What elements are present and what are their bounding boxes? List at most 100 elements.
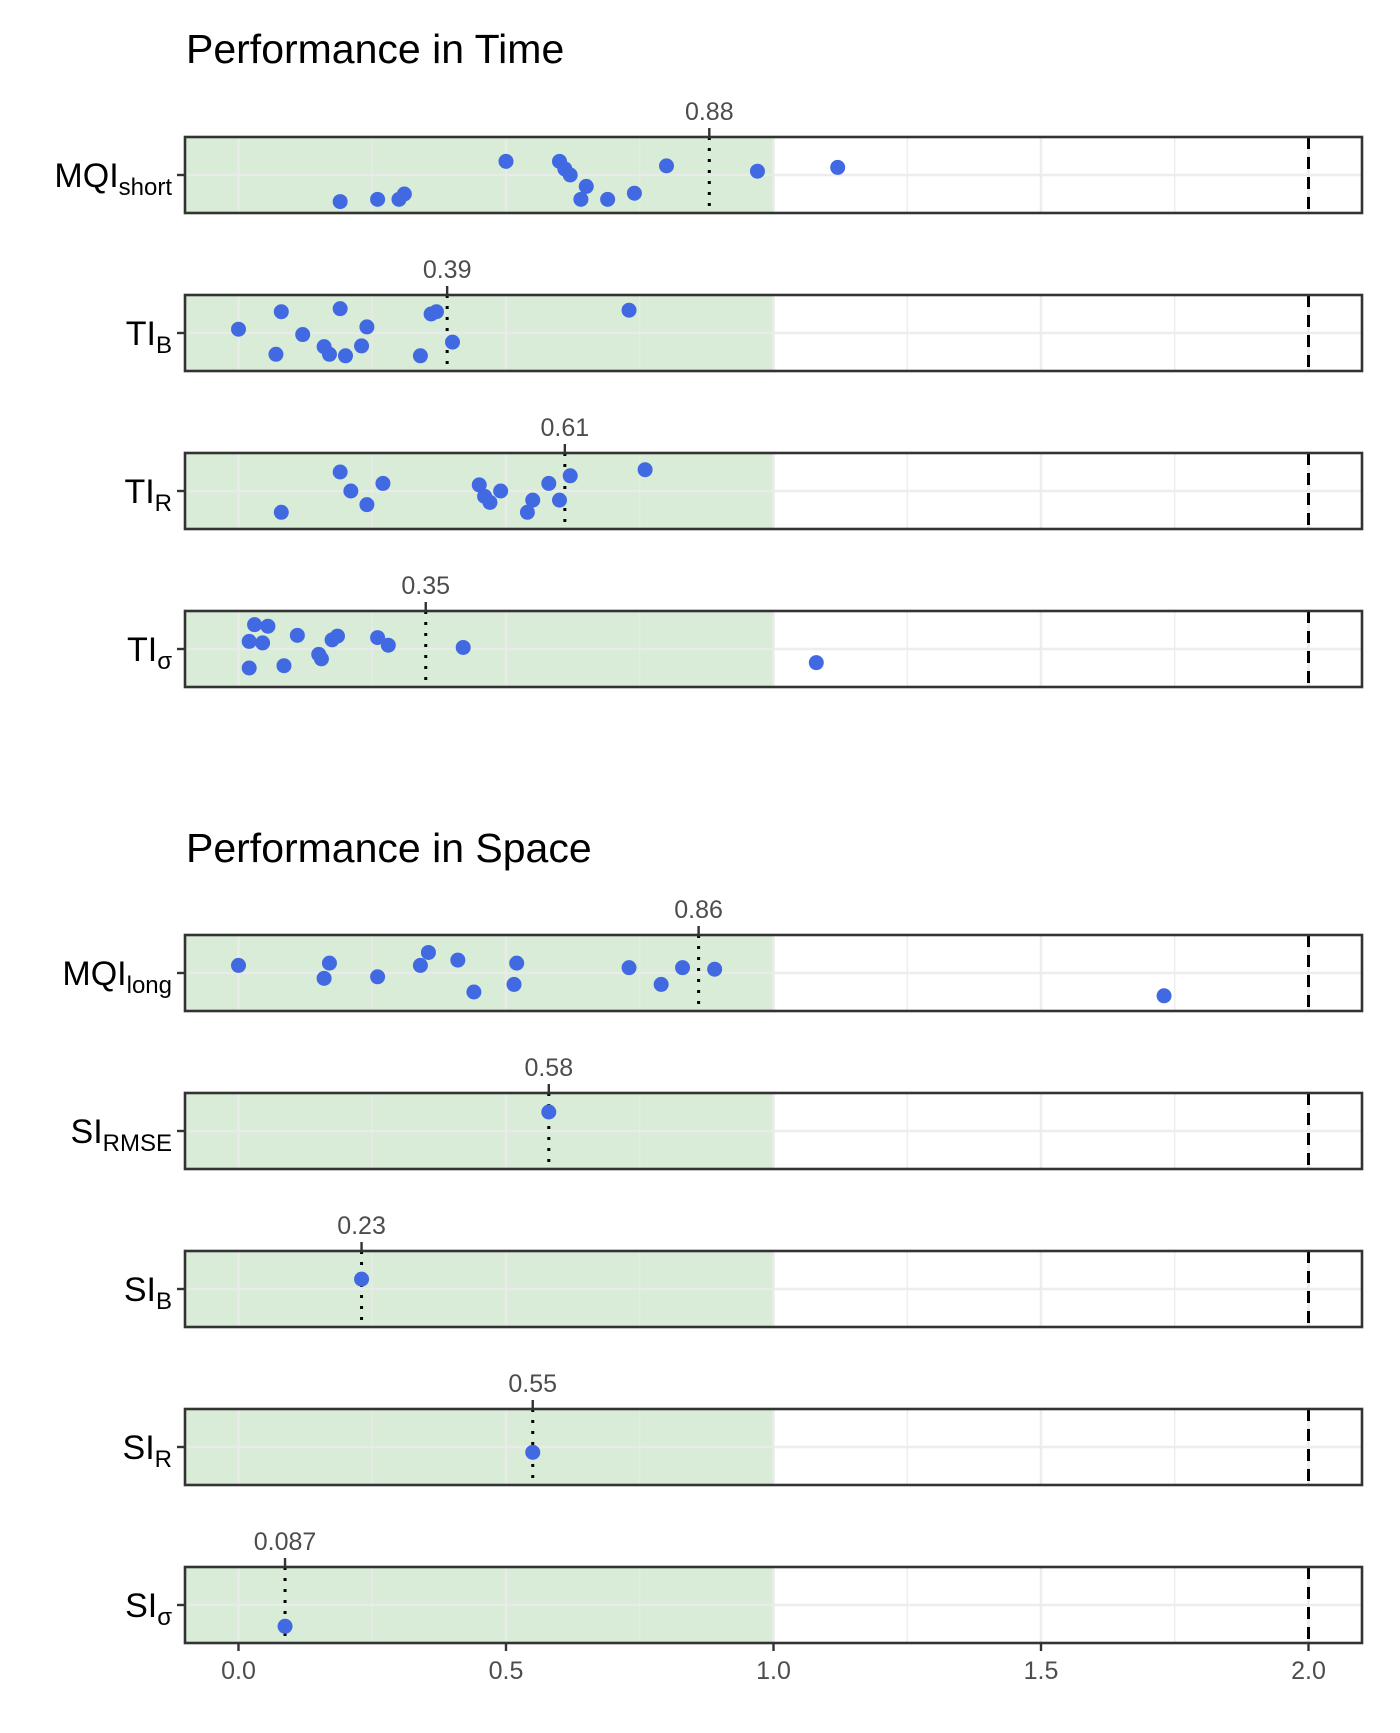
data-point bbox=[247, 617, 263, 633]
median-label: 0.86 bbox=[674, 896, 723, 924]
row-label-subscript: R bbox=[155, 490, 172, 517]
row-panel: 0.35 TIσ bbox=[127, 572, 1364, 689]
row-label: MQIlong bbox=[62, 955, 172, 999]
row-label-subscript: B bbox=[156, 332, 172, 359]
data-point bbox=[338, 348, 353, 364]
data-point bbox=[498, 153, 514, 169]
data-point bbox=[428, 304, 444, 320]
row-panel: 0.88 MQIshort bbox=[54, 98, 1364, 215]
section-title: Performance in Time bbox=[186, 26, 564, 72]
row-label-main: TI bbox=[124, 473, 154, 511]
data-point bbox=[273, 504, 289, 520]
row-label: SIRMSE bbox=[71, 1113, 172, 1157]
row-label: SIR bbox=[123, 1429, 172, 1473]
data-point bbox=[359, 497, 375, 513]
row-label: TIσ bbox=[127, 631, 172, 675]
row-panel: 0.58 SIRMSE bbox=[71, 1054, 1364, 1171]
median-label: 0.55 bbox=[508, 1370, 557, 1398]
data-point bbox=[391, 191, 407, 207]
median-label: 0.61 bbox=[541, 414, 590, 442]
data-point bbox=[621, 960, 637, 976]
row-label-subscript: σ bbox=[157, 648, 172, 675]
section-title: Performance in Space bbox=[186, 825, 592, 871]
data-point bbox=[412, 348, 428, 364]
data-point bbox=[231, 321, 246, 337]
data-point bbox=[332, 464, 348, 480]
data-point bbox=[316, 970, 332, 986]
row-label: SIB bbox=[124, 1271, 172, 1315]
data-point bbox=[420, 944, 436, 960]
data-point bbox=[541, 475, 557, 491]
data-point bbox=[332, 301, 348, 317]
row-label-main: SI bbox=[123, 1429, 155, 1467]
row-label: TIR bbox=[124, 473, 172, 517]
row-label-subscript: long bbox=[127, 972, 172, 999]
data-point bbox=[626, 185, 642, 201]
data-point bbox=[354, 1271, 370, 1287]
data-point bbox=[241, 633, 257, 649]
x-tick-label: 2.0 bbox=[1291, 1657, 1326, 1685]
row-label: SIσ bbox=[125, 1587, 172, 1631]
row-panel: 0.23 SIB bbox=[124, 1212, 1364, 1329]
row-panel: 0.39 TIB bbox=[126, 256, 1364, 373]
data-point bbox=[541, 1104, 557, 1120]
row-label-main: SI bbox=[125, 1587, 157, 1625]
row-panel: 0.86 MQIlong bbox=[62, 896, 1364, 1013]
median-label: 0.58 bbox=[524, 1054, 573, 1082]
row-label-main: SI bbox=[124, 1271, 156, 1309]
data-point bbox=[749, 163, 765, 179]
median-label: 0.35 bbox=[401, 572, 450, 600]
x-tick-label: 1.0 bbox=[756, 1657, 791, 1685]
data-point bbox=[509, 955, 525, 971]
data-point bbox=[506, 976, 522, 992]
data-point bbox=[370, 969, 386, 985]
data-point bbox=[493, 483, 509, 499]
data-point bbox=[380, 637, 396, 653]
data-point bbox=[289, 627, 305, 643]
data-point bbox=[313, 651, 329, 667]
data-point bbox=[519, 504, 535, 520]
row-label-subscript: R bbox=[155, 1446, 172, 1473]
data-point bbox=[241, 660, 257, 676]
data-point bbox=[445, 334, 460, 350]
data-point bbox=[707, 961, 723, 977]
data-point bbox=[276, 658, 292, 674]
data-point bbox=[359, 319, 375, 335]
x-axis: 0.0 0.5 1.0 1.5 2.0 bbox=[221, 1643, 1326, 1685]
data-point bbox=[268, 346, 284, 362]
row-panel: 0.55 SIR bbox=[123, 1370, 1364, 1487]
data-point bbox=[675, 960, 691, 976]
data-point bbox=[354, 338, 370, 354]
data-point bbox=[659, 158, 674, 174]
data-point bbox=[231, 957, 246, 973]
data-point bbox=[370, 191, 386, 207]
data-point bbox=[573, 191, 589, 207]
row-label: MQIshort bbox=[54, 157, 172, 201]
data-point bbox=[525, 1444, 541, 1460]
data-point bbox=[562, 468, 578, 484]
data-point bbox=[329, 628, 345, 644]
data-point bbox=[525, 492, 541, 508]
row-label-subscript: σ bbox=[157, 1604, 172, 1631]
data-point bbox=[332, 194, 348, 210]
data-point bbox=[343, 483, 359, 499]
data-point bbox=[471, 477, 487, 493]
section-1: Performance in Space0.86MQIlong0.58SIRMS… bbox=[62, 825, 1364, 1645]
row-label-main: MQI bbox=[62, 955, 126, 993]
data-point bbox=[562, 167, 578, 183]
row-label-subscript: RMSE bbox=[103, 1130, 172, 1157]
data-point bbox=[482, 494, 498, 510]
data-point bbox=[412, 957, 428, 973]
data-point bbox=[295, 327, 311, 343]
data-point bbox=[277, 1618, 293, 1634]
data-point bbox=[273, 304, 289, 320]
row-label: TIB bbox=[126, 315, 172, 359]
median-label: 0.087 bbox=[254, 1528, 317, 1556]
row-panel: 0.61 TIR bbox=[124, 414, 1364, 531]
data-point bbox=[600, 191, 616, 207]
x-tick-label: 0.5 bbox=[489, 1657, 524, 1685]
data-point bbox=[578, 178, 594, 194]
data-point bbox=[321, 346, 337, 362]
data-point bbox=[260, 618, 276, 634]
